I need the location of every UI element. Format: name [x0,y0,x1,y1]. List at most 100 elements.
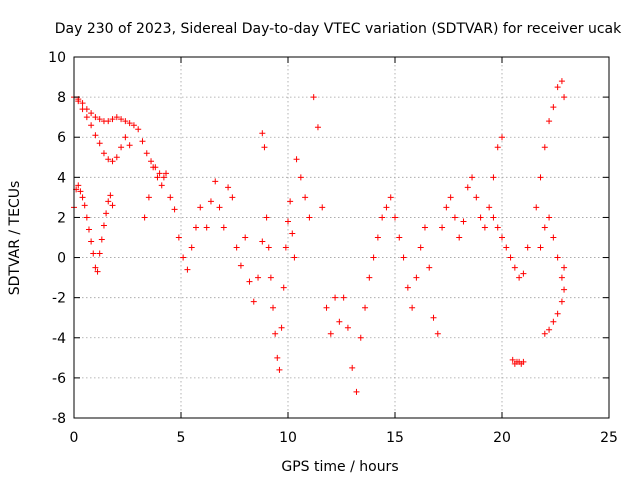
data-point [92,114,99,121]
data-point [77,188,84,195]
data-point [188,244,195,251]
series-ucak-l [533,78,568,211]
series-ucak-a [71,94,167,181]
y-tick-label: 8 [57,90,66,106]
data-point [94,268,101,275]
data-point [554,84,561,91]
data-point [409,304,416,311]
x-tick-label: 15 [386,430,404,446]
data-point [92,264,99,271]
x-axis-label: GPS time / hours [281,459,398,475]
data-point [520,270,527,277]
data-point [494,144,501,151]
data-point [546,326,553,333]
data-point [404,284,411,291]
data-point [212,178,219,185]
data-point [473,194,480,201]
data-point [379,214,386,221]
data-point [509,356,516,363]
y-tick-label: 4 [57,170,66,186]
data-point [267,274,274,281]
data-point [180,254,187,261]
data-point [533,204,540,211]
data-point [280,284,287,291]
series-ucak-f [259,130,298,373]
data-point [451,214,458,221]
data-point [100,150,107,157]
data-point [220,224,227,231]
data-point [319,204,326,211]
axis-ticks [73,56,610,419]
data-point [537,174,544,181]
data-point [242,234,249,241]
data-point [141,214,148,221]
data-point [143,150,150,157]
data-point [400,254,407,261]
series-ucak-e [203,178,266,305]
data-point [246,278,253,285]
data-point [83,114,90,121]
plot-frame [73,56,610,419]
data-point [481,224,488,231]
data-point [229,194,236,201]
data-point [285,218,291,225]
data-point [314,124,321,131]
data-point [494,224,501,231]
data-point [272,330,279,337]
x-tick-label: 0 [70,430,79,446]
data-point [561,94,568,101]
data-point [336,318,343,325]
data-point [340,294,347,301]
data-point [302,194,309,201]
data-point [109,116,116,123]
data-point [374,234,381,241]
data-point [81,202,88,209]
data-point [291,254,298,261]
data-point [107,192,114,199]
series-ucak-i [439,134,505,241]
data-point [237,262,244,269]
data-point [98,236,105,243]
data-point [192,224,199,231]
data-point [225,184,232,191]
data-point [160,174,167,181]
data-point [90,250,97,257]
data-point [306,214,313,221]
data-point [524,244,531,251]
x-tick-label: 5 [177,430,186,446]
y-tick-labels: -8 -6 -4 -2 0 2 4 6 8 10 [48,50,66,427]
data-point [546,118,553,125]
data-point [130,122,137,129]
chart-title: Day 230 of 2023, Sidereal Day-to-day VTE… [55,21,622,37]
data-point [323,304,330,311]
data-point [79,194,86,201]
data-point [113,114,120,121]
data-point [118,144,125,151]
data-point [184,266,191,273]
data-point [477,214,484,221]
data-point [561,264,568,271]
data-point [293,156,300,163]
data-point [167,194,174,201]
data-point [85,226,92,233]
data-point [554,254,561,261]
data-point [276,366,283,373]
data-point [554,310,561,317]
data-point [118,116,125,123]
data-point [92,132,99,139]
data-point [550,318,557,325]
data-point [499,134,505,141]
data-point [362,304,369,311]
data-point [396,234,403,241]
data-point [88,110,95,117]
data-point [163,170,170,177]
data-point [139,138,146,145]
data-point [370,254,377,261]
series-ucak-h [362,194,441,337]
data-point [558,274,565,281]
data-point [278,324,285,331]
data-point [156,170,163,177]
series-ucak-b [75,98,133,165]
data-point [88,122,95,129]
